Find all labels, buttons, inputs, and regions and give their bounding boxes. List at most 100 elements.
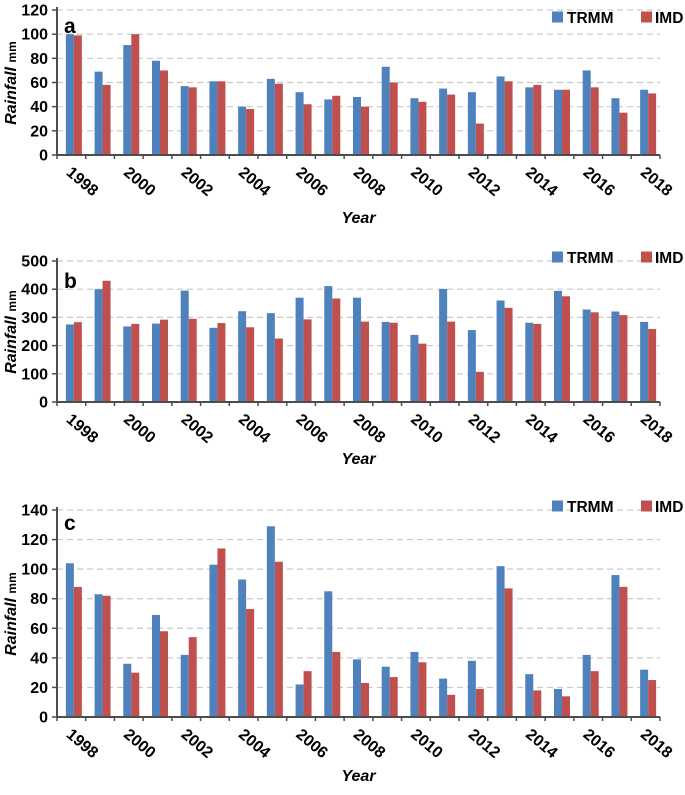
bar-imd-1998 [73, 35, 82, 155]
bar-trmm-2014 [525, 674, 534, 717]
bar-imd-2017 [619, 586, 628, 717]
panel-label: a [64, 15, 76, 38]
bar-imd-2002 [188, 318, 197, 402]
bar-trmm-2001 [152, 60, 160, 155]
bar-trmm-2002 [180, 86, 189, 156]
y-tick-label: 0 [39, 148, 48, 165]
bar-trmm-2015 [554, 290, 562, 402]
x-tick-label: 2014 [522, 411, 560, 447]
y-axis-title: Rainfall mm [3, 572, 20, 656]
y-tick-label: 40 [30, 650, 48, 667]
bar-trmm-2012 [467, 660, 476, 717]
y-tick-label: 100 [21, 366, 48, 383]
bar-imd-2007 [332, 298, 341, 402]
bar-trmm-2001 [152, 614, 160, 717]
y-tick-label: 0 [39, 395, 48, 412]
bar-imd-2012 [475, 371, 484, 402]
bar-trmm-2008 [353, 659, 361, 717]
bar-imd-2007 [332, 651, 341, 717]
panel-a-bar-chart: 0 20 40 60 80 100 120 1998 2000 2002 2004 2006 2008 2… [3, 3, 683, 228]
bar-trmm-2008 [353, 297, 361, 402]
bar-imd-2007 [332, 95, 341, 155]
legend-label-trmm: TRMM [567, 10, 614, 27]
x-axis-title: Year [341, 451, 376, 468]
bar-trmm-2017 [611, 575, 620, 717]
bar-trmm-2011 [439, 678, 448, 717]
x-tick-label: 2006 [293, 411, 331, 447]
bar-imd-2010 [418, 662, 427, 717]
panel-c-bar-chart: 0 20 40 60 80 100 120 140 1998 2000 2002 2004 2006 20… [3, 499, 683, 785]
bar-trmm-2008 [353, 97, 361, 155]
bar-imd-2017 [619, 315, 628, 402]
bar-imd-2010 [418, 343, 427, 402]
bar-imd-2014 [533, 84, 542, 155]
bar-trmm-2000 [123, 45, 132, 155]
legend-label-imd: IMD [655, 250, 683, 267]
bar-trmm-2015 [554, 688, 562, 717]
panel-b-bar-chart: 0 100 200 300 400 500 1998 2000 2002 2004 2006 2008… [3, 250, 683, 468]
x-tick-label: 2012 [465, 726, 503, 762]
x-tick-label: 1998 [63, 164, 101, 200]
bar-imd-2015 [562, 696, 570, 717]
bar-imd-2015 [562, 296, 570, 402]
bar-trmm-2005 [266, 526, 275, 717]
bar-imd-2005 [274, 561, 283, 717]
x-tick-label: 2008 [350, 164, 388, 200]
bar-trmm-2003 [209, 81, 218, 155]
legend-swatch-trmm-icon [552, 500, 563, 512]
panel-label: b [64, 270, 77, 293]
bar-trmm-2017 [611, 311, 620, 402]
x-tick-label: 2014 [522, 164, 560, 200]
bar-imd-2008 [361, 682, 369, 717]
bar-imd-2017 [619, 112, 628, 155]
x-tick-label: 2004 [235, 411, 273, 447]
bar-imd-2016 [590, 671, 599, 717]
bar-imd-1998 [73, 586, 82, 717]
x-tick-label: 2010 [407, 164, 445, 200]
bar-imd-2003 [217, 548, 226, 717]
bar-imd-2011 [447, 94, 456, 155]
bar-trmm-2013 [496, 566, 505, 717]
bar-imd-2012 [475, 688, 484, 717]
y-axis-title: Rainfall mm [3, 290, 20, 374]
bar-imd-2001 [160, 631, 168, 717]
legend-swatch-imd-icon [641, 251, 652, 263]
bar-imd-2014 [533, 323, 542, 402]
bar-imd-2008 [361, 106, 369, 155]
legend-swatch-imd-icon [641, 11, 652, 23]
bar-trmm-2004 [238, 579, 247, 717]
y-tick-label: 400 [21, 282, 48, 299]
bar-imd-2013 [504, 307, 513, 402]
y-tick-label: 140 [21, 503, 48, 520]
bar-trmm-2016 [582, 654, 591, 717]
x-tick-label: 2000 [120, 726, 158, 762]
x-tick-label: 2000 [120, 411, 158, 447]
bar-trmm-2006 [295, 92, 304, 155]
y-tick-label: 60 [30, 621, 48, 638]
bar-trmm-2009 [381, 66, 390, 155]
x-tick-label: 2010 [407, 726, 445, 762]
bar-imd-2016 [590, 312, 599, 402]
y-tick-label: 120 [21, 3, 48, 20]
y-tick-label: 0 [39, 710, 48, 727]
x-tick-label: 2018 [637, 726, 675, 762]
x-tick-label: 2018 [637, 411, 675, 447]
bar-imd-2004 [246, 609, 255, 717]
bar-imd-2009 [389, 322, 398, 402]
y-tick-label: 20 [30, 680, 48, 697]
bar-imd-2003 [217, 323, 226, 402]
y-tick-label: 40 [30, 99, 48, 116]
bar-trmm-2009 [381, 666, 390, 717]
bar-trmm-2016 [582, 309, 591, 402]
y-tick-label: 300 [21, 310, 48, 327]
bar-imd-2006 [303, 671, 312, 717]
bar-imd-2012 [475, 123, 484, 155]
bar-trmm-2002 [180, 290, 189, 402]
bar-imd-2004 [246, 327, 255, 402]
bar-trmm-2007 [324, 99, 333, 155]
bar-imd-2006 [303, 104, 312, 155]
bar-imd-1999 [102, 280, 111, 402]
bar-imd-2000 [131, 34, 140, 155]
x-tick-label: 2004 [235, 164, 273, 200]
y-tick-label: 120 [21, 532, 48, 549]
